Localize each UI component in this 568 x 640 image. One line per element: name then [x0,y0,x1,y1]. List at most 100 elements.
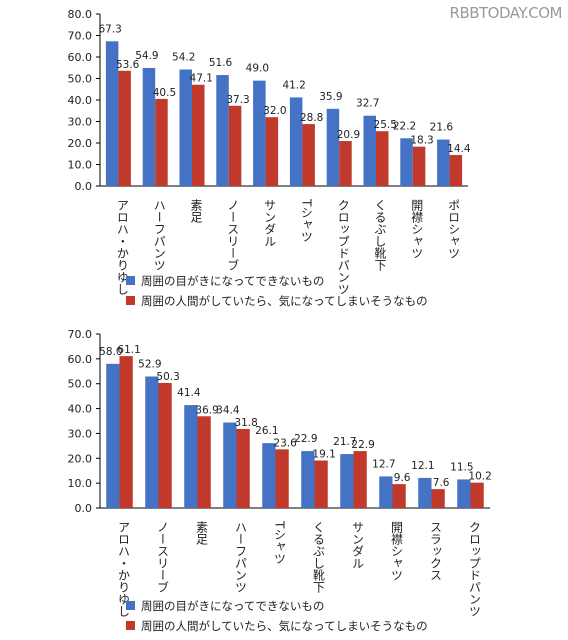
bar-series1 [340,454,354,508]
category-label: くるぶし靴下 [373,199,387,271]
bar-series1 [418,477,432,508]
bar-series2 [228,105,242,186]
chart-2: 0.0 10.0 20.0 30.0 40.0 50.0 60.0 70.0 58.0 52.9 4… [68,328,492,633]
bar-series2 [118,70,131,186]
data-label: 12.1 [411,460,434,472]
category-label: アロハ・かりゆし [115,199,129,295]
data-label: 22.2 [393,120,416,132]
legend-label: 周囲の目がきになってできないもの [141,274,324,288]
data-label: 11.5 [450,461,473,473]
bar-series2 [449,155,463,186]
y-tick-label: 60.0 [68,353,93,366]
bar-series1 [253,80,266,186]
bar-series2 [376,131,389,186]
category-label: ポロシャツ [447,199,461,259]
data-label: 37.3 [226,94,249,106]
data-label: 18.3 [410,135,433,147]
data-label: 10.2 [468,471,491,483]
y-tick-label: 0.0 [75,180,93,193]
category-label: クロップドパンツ [468,521,482,617]
bar-series1 [289,97,303,186]
data-label: 34.4 [216,404,240,416]
y-tick-label: 10.0 [68,477,93,490]
data-label: 7.6 [433,477,450,489]
data-label: 54.2 [172,51,195,63]
data-label: 32.0 [263,105,286,117]
data-label: 9.6 [394,472,411,484]
data-label: 19.1 [312,449,335,461]
bar-series1 [262,443,276,508]
y-tick-label: 0.0 [75,502,93,515]
data-label: 22.9 [294,433,317,445]
bar-series2 [431,489,445,508]
data-label: 31.8 [234,417,257,429]
data-label: 67.3 [98,23,121,35]
y-tick-label: 30.0 [68,116,93,129]
bar-series1 [216,75,229,186]
bar-series2 [236,428,250,508]
category-label: サンダル [263,199,277,247]
y-tick-label: 40.0 [68,94,93,107]
bar-series2 [155,98,168,186]
category-label: 素足 [189,199,203,224]
data-label: 23.6 [273,437,297,449]
y-tick-label: 20.0 [68,452,93,465]
y-tick-label: 70.0 [68,30,93,43]
category-label: クロップドパンツ [336,199,350,295]
bar-series2 [314,460,328,508]
y-tick-label: 70.0 [68,328,93,341]
data-label: 53.6 [116,59,140,71]
data-label: 20.9 [337,129,360,141]
bar-series1 [457,479,471,508]
bar-series1 [379,476,393,508]
data-label: 41.2 [282,79,305,91]
bar-series2 [392,484,406,508]
data-label: 52.9 [138,359,161,371]
bar-series1 [363,115,376,186]
bar-series2 [339,141,352,186]
bar-series2 [470,482,484,508]
y-tick-label: 50.0 [68,73,93,86]
bar-series2 [265,117,279,186]
data-label: 49.0 [246,63,269,75]
bar-series2 [197,416,211,508]
bar-series2 [119,356,133,508]
category-label: ノースリーブ [156,521,170,593]
category-label: ハーフパンツ [234,521,248,593]
data-label: 51.6 [209,57,233,69]
bar-series1 [179,69,192,186]
category-label: くるぶし靴下 [312,521,326,593]
bar-series1 [184,405,198,508]
data-label: 25.5 [374,119,397,131]
bar-series1 [105,41,119,187]
category-label: スラックス [429,521,443,581]
data-label: 47.1 [190,73,213,85]
data-label: 21.6 [430,122,454,134]
y-tick-label: 40.0 [68,403,93,416]
chart-1: 0.0 10.0 20.0 30.0 40.0 50.0 60.0 70.0 80.0 67.3 5… [68,8,471,308]
watermark: RBBTODAY.COM [449,4,563,22]
category-label: 開襟シャツ [410,199,424,259]
bar-series1 [400,138,413,186]
data-label: 32.7 [356,98,379,110]
data-label: 12.7 [372,458,395,470]
y-tick-label: 50.0 [68,378,93,391]
bar-series1 [301,451,315,508]
category-label: Tシャツ [299,198,313,242]
data-label: 22.9 [351,439,374,451]
y-tick-label: 10.0 [68,159,93,172]
data-label: 35.9 [319,91,342,103]
category-label: アロハ・かりゆし [117,521,131,617]
bar-series1 [437,139,450,186]
data-label: 50.3 [156,371,179,383]
data-label: 41.4 [177,387,201,399]
data-label: 14.4 [447,143,471,155]
data-label: 40.5 [153,87,176,99]
data-label: 36.9 [195,404,218,416]
category-label: Tシャツ [273,520,287,564]
data-label: 26.1 [255,425,278,437]
legend-swatch-series1 [126,601,135,610]
category-label: 開襟シャツ [390,521,404,581]
y-tick-label: 80.0 [68,8,93,21]
